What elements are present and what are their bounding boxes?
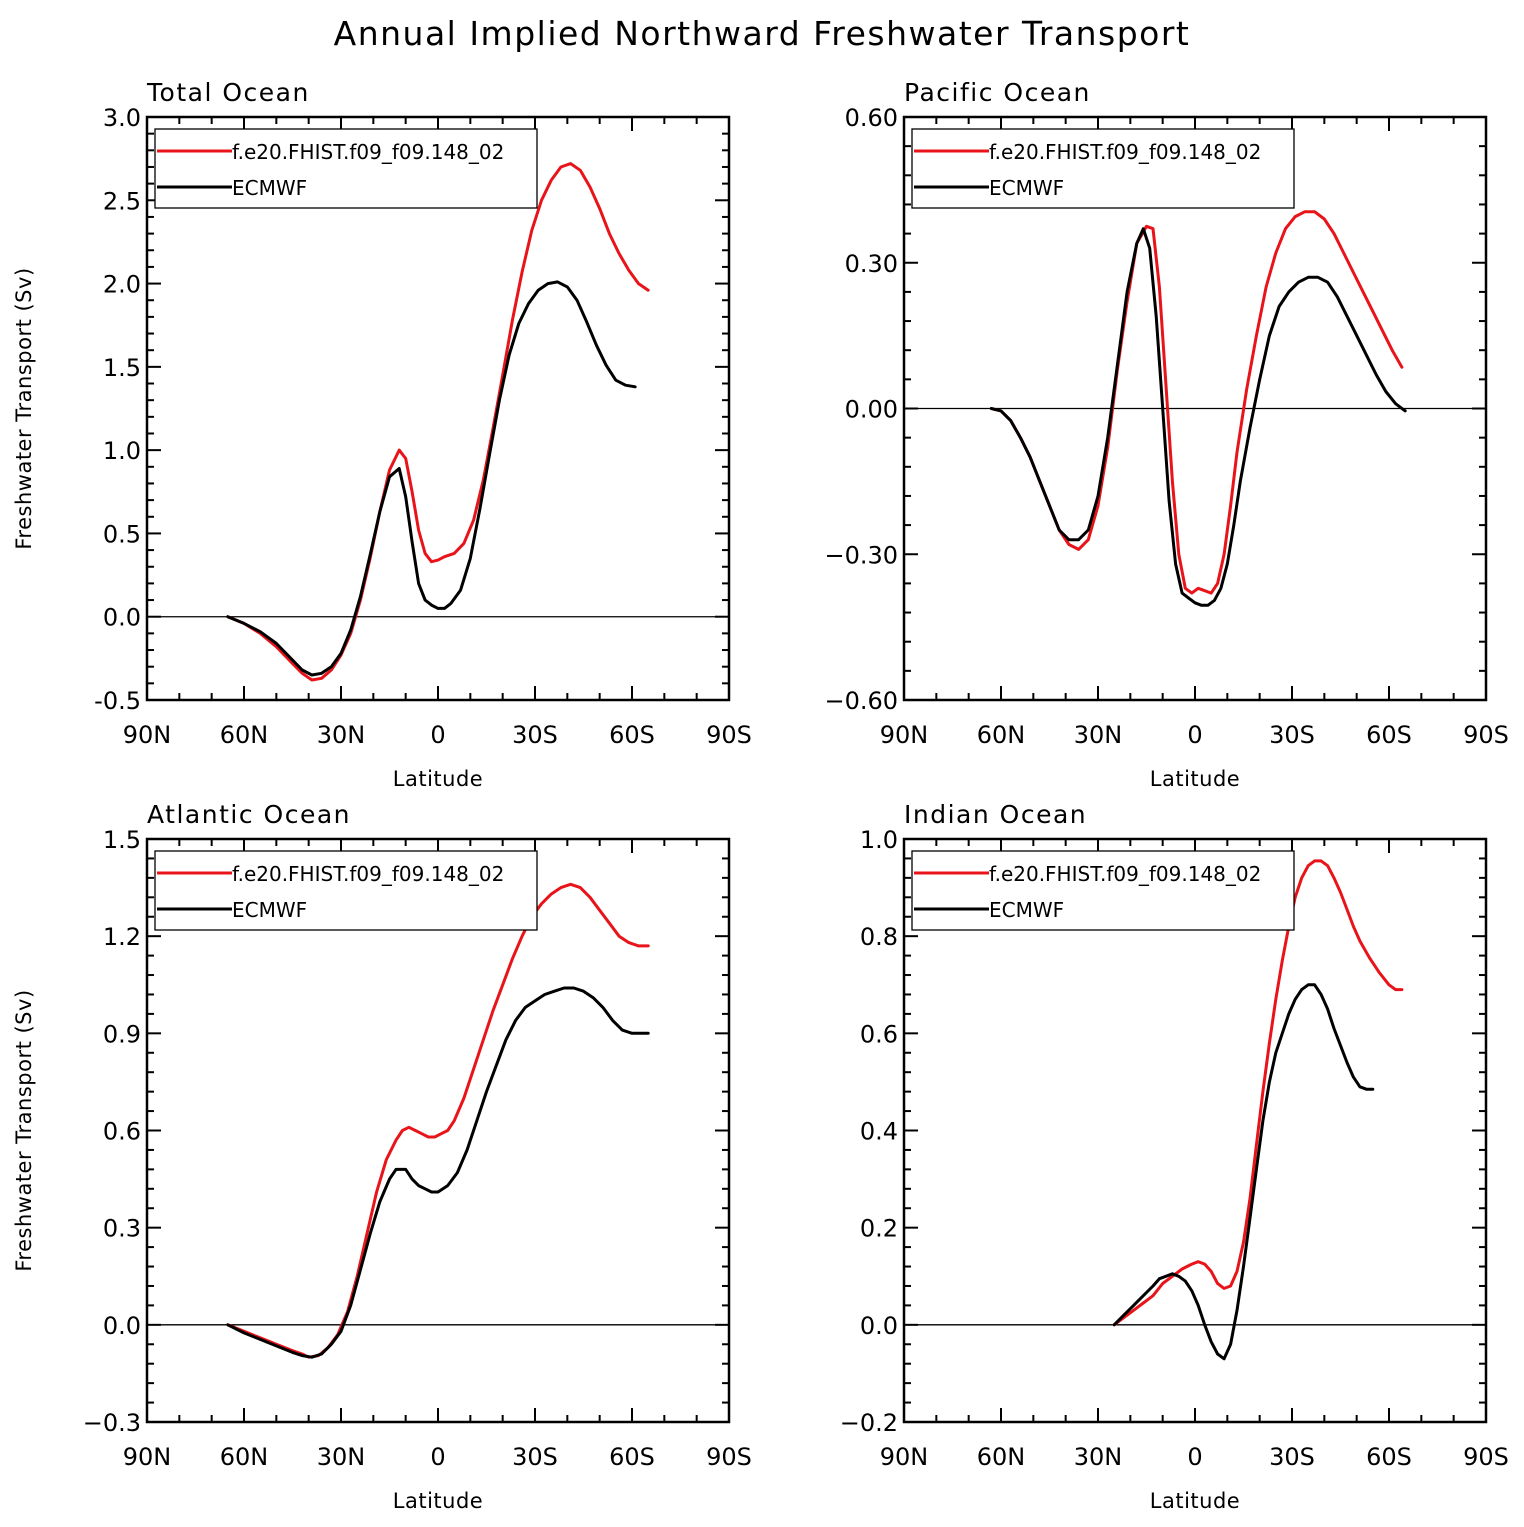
series-line-model xyxy=(226,882,650,1359)
legend-box xyxy=(911,128,1295,209)
legend-box xyxy=(911,850,1295,931)
y-tick-label: −0.3 xyxy=(83,1409,141,1437)
y-tick-label: 0.00 xyxy=(845,396,898,424)
legend-label: f.e20.FHIST.f09_f09.148_02 xyxy=(989,862,1261,886)
panel-total-ocean: Total Ocean 90N 60N 30N 0 30S 60S 90S -0.5 0.0 0.5… xyxy=(12,78,752,791)
x-tick-label: 30S xyxy=(1269,721,1315,749)
y-tick-label: 0.0 xyxy=(103,604,141,632)
series-line-ecmwf xyxy=(226,280,637,677)
x-tick-label: 90S xyxy=(1463,1443,1509,1471)
y-tick-label: 0.5 xyxy=(103,520,141,548)
y-axis-label: Freshwater Transport (Sv) xyxy=(12,267,36,549)
y-tick-label: 0.2 xyxy=(860,1215,898,1243)
x-tick-label: 90N xyxy=(880,721,929,749)
x-tick-label: 60S xyxy=(609,721,655,749)
y-tick-label: 1.5 xyxy=(103,826,141,854)
y-tick-label: 1.2 xyxy=(103,923,141,951)
y-tick-label: 1.5 xyxy=(103,354,141,382)
x-tick-label: 60S xyxy=(609,1443,655,1471)
panel-title: Total Ocean xyxy=(146,78,310,107)
x-tick-label: 0 xyxy=(1187,721,1202,749)
legend-label: f.e20.FHIST.f09_f09.148_02 xyxy=(232,140,504,164)
legend-label: ECMWF xyxy=(989,898,1064,922)
x-tick-label: 0 xyxy=(430,1443,445,1471)
y-tick-label: −0.60 xyxy=(824,687,898,715)
series-line-model xyxy=(989,210,1404,595)
y-tick-label: 0.0 xyxy=(860,1312,898,1340)
panel-atlantic-ocean: Atlantic Ocean 90N 60N 30N 0 30S 60S 90S −0.3 0.0… xyxy=(12,800,752,1513)
y-axis-label: Freshwater Transport (Sv) xyxy=(12,989,36,1271)
legend-label: ECMWF xyxy=(232,176,307,200)
y-tick-label: 0.30 xyxy=(845,250,898,278)
x-axis-label: Latitude xyxy=(393,1489,483,1513)
y-tick-label: 0.9 xyxy=(103,1020,141,1048)
y-tick-label: 2.0 xyxy=(103,271,141,299)
x-tick-label: 90N xyxy=(123,721,172,749)
y-tick-label: 0.6 xyxy=(860,1020,898,1048)
y-tick-label: 1.0 xyxy=(103,437,141,465)
series-line-model xyxy=(226,162,650,682)
x-tick-label: 90N xyxy=(123,1443,172,1471)
y-tick-label: 0.6 xyxy=(103,1118,141,1146)
panel-title: Pacific Ocean xyxy=(904,78,1091,107)
legend-box xyxy=(154,128,538,209)
x-tick-label: 30S xyxy=(512,721,558,749)
legend-box xyxy=(154,850,538,931)
y-tick-label: 0.8 xyxy=(860,923,898,951)
series-line-model xyxy=(1112,859,1404,1327)
x-tick-label: 0 xyxy=(430,721,445,749)
series-line-ecmwf xyxy=(1112,983,1375,1361)
x-tick-label: 60N xyxy=(220,721,269,749)
legend-label: ECMWF xyxy=(232,898,307,922)
y-tick-label: −0.2 xyxy=(840,1409,898,1437)
x-tick-label: 30N xyxy=(1074,721,1123,749)
panel-indian-ocean: Indian Ocean 90N 60N 30N 0 30S 60S 90S −0.2 0.0 0.… xyxy=(840,800,1509,1513)
x-tick-label: 0 xyxy=(1187,1443,1202,1471)
legend-label: ECMWF xyxy=(989,176,1064,200)
x-tick-label: 60N xyxy=(220,1443,269,1471)
x-tick-label: 90S xyxy=(706,721,752,749)
x-tick-label: 30S xyxy=(512,1443,558,1471)
x-tick-label: 60N xyxy=(977,1443,1026,1471)
x-tick-label: 60S xyxy=(1366,721,1412,749)
y-tick-label: 0.60 xyxy=(845,104,898,132)
y-tick-label: 0.0 xyxy=(103,1312,141,1340)
panel-pacific-ocean: Pacific Ocean 90N 60N 30N 0 30S 60S 90S −0.60 −0.… xyxy=(824,78,1508,791)
panel-title: Indian Ocean xyxy=(904,800,1087,829)
y-tick-label: -0.5 xyxy=(94,687,141,715)
x-tick-label: 90S xyxy=(706,1443,752,1471)
series-line-ecmwf xyxy=(226,986,650,1359)
x-tick-label: 60N xyxy=(977,721,1026,749)
x-tick-label: 30N xyxy=(317,1443,366,1471)
y-tick-label: 1.0 xyxy=(860,826,898,854)
y-tick-label: 0.4 xyxy=(860,1118,898,1146)
x-tick-label: 30S xyxy=(1269,1443,1315,1471)
x-axis-label: Latitude xyxy=(393,767,483,791)
x-axis-label: Latitude xyxy=(1150,767,1240,791)
x-tick-label: 60S xyxy=(1366,1443,1412,1471)
x-axis-label: Latitude xyxy=(1150,1489,1240,1513)
panel-title: Atlantic Ocean xyxy=(147,800,351,829)
x-tick-label: 90S xyxy=(1463,721,1509,749)
legend-label: f.e20.FHIST.f09_f09.148_02 xyxy=(232,862,504,886)
figure-title: Annual Implied Northward Freshwater Tran… xyxy=(334,14,1191,53)
y-tick-label: −0.30 xyxy=(824,541,898,569)
y-tick-label: 0.3 xyxy=(103,1215,141,1243)
legend-label: f.e20.FHIST.f09_f09.148_02 xyxy=(989,140,1261,164)
y-tick-label: 3.0 xyxy=(103,104,141,132)
x-tick-label: 90N xyxy=(880,1443,929,1471)
y-tick-label: 2.5 xyxy=(103,187,141,215)
x-tick-label: 30N xyxy=(317,721,366,749)
series-line-ecmwf xyxy=(989,227,1407,607)
x-tick-label: 30N xyxy=(1074,1443,1123,1471)
